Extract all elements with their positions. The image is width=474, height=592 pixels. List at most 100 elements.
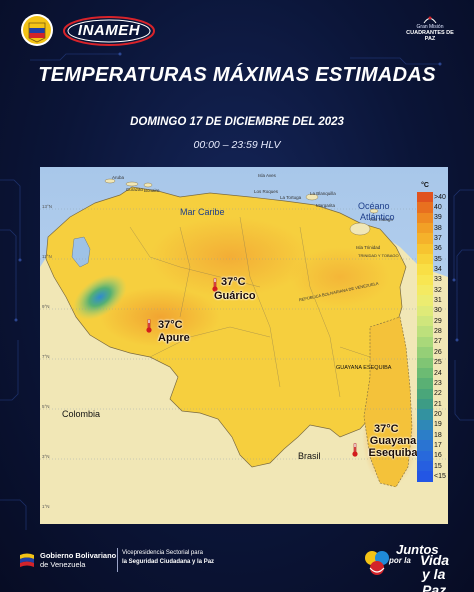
map-graphic (40, 167, 448, 524)
lat-label: 3°N (42, 454, 50, 459)
cuadrantes-logo-top: Gran Misión (416, 24, 444, 30)
legend-row: 37 (417, 233, 447, 244)
island-label: Aruba (112, 175, 125, 180)
guayana-esequiba-label: GUAYANA ESEQUIBA (336, 365, 392, 371)
island-label: Isla Trinidad (356, 245, 381, 250)
legend-swatch (417, 285, 433, 296)
lat-label: 7°N (42, 354, 50, 359)
marker-place: Apure (158, 332, 190, 344)
legend-swatch (417, 254, 433, 265)
legend-swatch (417, 357, 433, 368)
brasil-label: Brasil (298, 451, 321, 461)
legend-label: 26 (434, 348, 442, 356)
legend-swatch (417, 223, 433, 234)
thermometer-icon (146, 319, 152, 333)
legend-label: 18 (434, 431, 442, 439)
hands-heart-icon (365, 551, 389, 575)
lat-label: 11°N (42, 254, 52, 259)
atlantic-label-line2: Atlántico (360, 212, 395, 222)
legend-label: 23 (434, 379, 442, 387)
legend-swatch (417, 192, 433, 203)
marker-temperature: 37°C (158, 319, 183, 331)
island-label: Isla Tobago (370, 217, 393, 222)
legend-label: 40 (434, 204, 442, 212)
legend-row: 16 (417, 450, 447, 461)
legend-label: 33 (434, 276, 442, 284)
legend-label: 16 (434, 452, 442, 460)
legend-swatch (417, 326, 433, 337)
legend-label: 28 (434, 328, 442, 336)
legend-row: 25 (417, 357, 447, 368)
island-label: La Tortuga (280, 195, 302, 200)
island-label: La Blanquilla (310, 191, 336, 196)
legend-row: >40 (417, 192, 447, 203)
legend-row: 29 (417, 316, 447, 327)
marker-temperature: 37°C (374, 423, 399, 435)
legend-row: 20 (417, 409, 447, 420)
vicepresidencia-line2: la Seguridad Ciudadana y la Paz (122, 559, 215, 565)
vicepresidencia-line1: Vicepresidencia Sectorial para (122, 550, 203, 556)
forecast-date: DOMINGO 17 DE DICIEMBRE DEL 2023 (130, 116, 344, 128)
legend-row: 27 (417, 336, 447, 348)
legend-swatch (417, 367, 433, 379)
legend-row: 38 (417, 223, 447, 234)
legend-row: 18 (417, 429, 447, 441)
marker-place: Guayana Esequiba (368, 435, 418, 459)
legend-row: 23 (417, 378, 447, 389)
legend-row: 36 (417, 243, 447, 255)
thermometer-icon (352, 443, 358, 457)
legend-row: 21 (417, 398, 447, 410)
legend-row: 26 (417, 347, 447, 358)
caribbean-sea-label: Mar Caribe (180, 207, 225, 217)
legend-row: 33 (417, 274, 447, 286)
legend-swatch (417, 243, 433, 255)
legend-swatch (417, 274, 433, 286)
footer-divider (117, 548, 118, 572)
legend-swatch (417, 419, 433, 430)
legend-label: 25 (434, 359, 442, 367)
lat-label: 9°N (42, 304, 50, 309)
legend-row: 32 (417, 285, 447, 296)
legend-label: 19 (434, 421, 442, 429)
legend-row: 39 (417, 212, 447, 224)
legend-row: <15 (417, 471, 447, 482)
island-label: Margarita (316, 203, 336, 208)
legend-swatch (417, 429, 433, 441)
legend-swatch (417, 305, 433, 317)
legend-row: 30 (417, 305, 447, 317)
legend-swatch (417, 316, 433, 327)
legend-label: 36 (434, 245, 442, 253)
inameh-logo: INAMEH (62, 15, 156, 47)
temperature-map: 13°N 11°N 9°N 7°N 5°N 3°N 1°N Aruba Cura… (40, 167, 448, 524)
gov-name-line1: Gobierno Bolivariano (40, 551, 116, 560)
legend-row: 17 (417, 440, 447, 451)
page-title: TEMPERATURAS MÁXIMAS ESTIMADAS (38, 64, 436, 86)
gov-name-line2: de Venezuela (40, 560, 86, 569)
legend-row: 24 (417, 367, 447, 379)
por-la-text: por la (389, 556, 411, 565)
island-label: Curazao (126, 187, 144, 192)
cuadrantes-logo-main: CUADRANTES DE PAZ (406, 30, 454, 42)
legend-unit: °C (421, 182, 429, 189)
legend-row: 31 (417, 295, 447, 306)
trinidad-label: TRINIDAD Y TOBAGO (358, 253, 399, 258)
legend-swatch (417, 440, 433, 451)
legend-row: 34 (417, 264, 447, 275)
island-label: Bonaire (144, 188, 160, 193)
legend-label: 15 (434, 462, 442, 470)
marker-place: Guárico (214, 290, 256, 302)
legend-label: 20 (434, 410, 442, 418)
legend-swatch (417, 264, 433, 275)
gobierno-bolivariano-logo: Gobierno Bolivariano de Venezuela (18, 545, 116, 575)
juntos-por-la-vida-logo: Juntos por la Vida y la Paz (362, 540, 456, 592)
legend-swatch (417, 202, 433, 213)
legend-label: 21 (434, 400, 442, 408)
forecast-hours: 00:00 – 23:59 HLV (193, 139, 281, 151)
legend-row: 19 (417, 419, 447, 430)
lat-label: 1°N (42, 504, 50, 509)
atlantic-label-line1: Océano (358, 201, 390, 211)
legend-swatch (417, 295, 433, 306)
legend-swatch (417, 409, 433, 420)
legend-label: <15 (434, 472, 446, 480)
legend-label: 32 (434, 286, 442, 294)
